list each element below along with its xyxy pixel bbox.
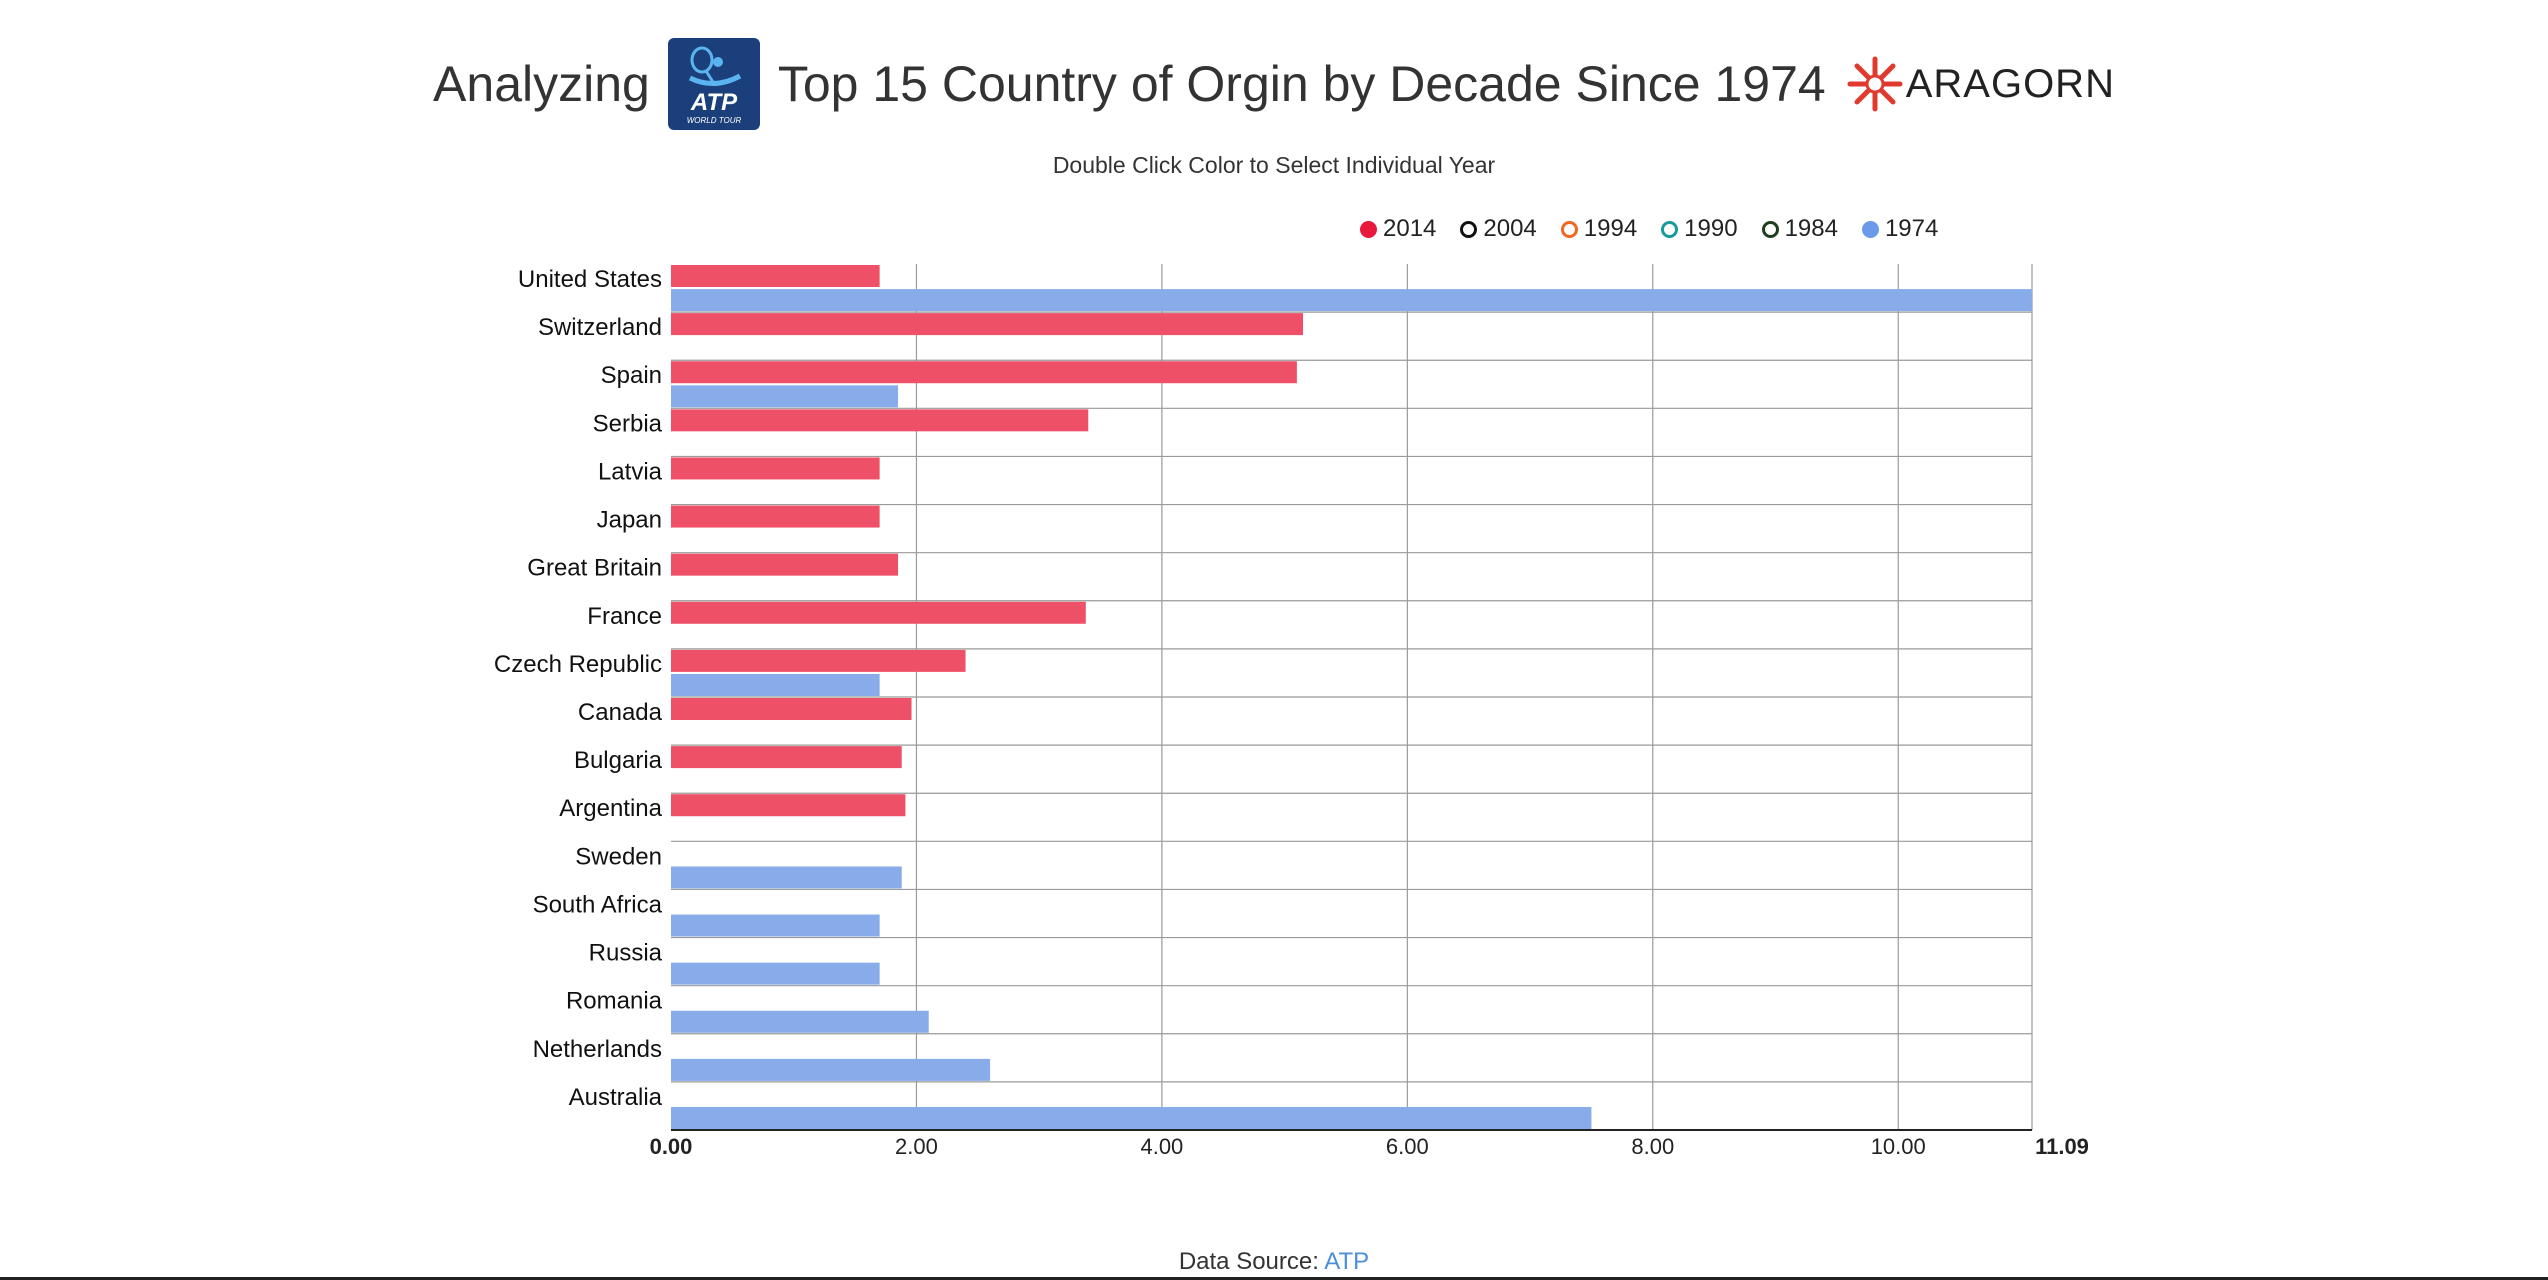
bar-2014[interactable]	[671, 457, 880, 480]
category-label: Serbia	[593, 410, 663, 437]
svg-text:ATP: ATP	[690, 89, 738, 116]
category-label: Japan	[597, 507, 662, 534]
legend-item-2004[interactable]: 2004	[1460, 215, 1537, 243]
legend-label: 2004	[1483, 215, 1537, 242]
bar-1974[interactable]	[671, 914, 880, 937]
category-label: Russia	[589, 940, 663, 967]
legend-swatch-icon	[1460, 220, 1478, 238]
bar-1974[interactable]	[671, 962, 880, 985]
aragorn-emblem-icon	[1847, 56, 1903, 112]
category-label: Argentina	[559, 795, 662, 822]
x-tick-label: 0.00	[650, 1134, 693, 1159]
x-tick-label: 4.00	[1140, 1134, 1183, 1159]
legend-item-1984[interactable]: 1984	[1761, 215, 1838, 243]
footer-label: Data Source:	[1178, 1248, 1319, 1275]
bar-1974[interactable]	[671, 385, 899, 408]
bar-2014[interactable]	[671, 746, 902, 769]
category-label: Australia	[569, 1084, 663, 1111]
legend-label: 2014	[1383, 215, 1437, 242]
category-label: Bulgaria	[574, 747, 663, 774]
bar-2014[interactable]	[671, 361, 1297, 384]
bar-2014[interactable]	[671, 265, 880, 287]
aragorn-logo: ARAGORN	[1846, 55, 2115, 113]
category-label: Latvia	[598, 458, 663, 485]
legend-label: 1990	[1684, 215, 1738, 242]
category-label: Sweden	[575, 843, 662, 870]
category-label: Spain	[601, 362, 662, 389]
page-title-left: Analyzing	[433, 56, 650, 112]
legend-label: 1974	[1884, 215, 1939, 242]
page-title-right: Top 15 Country of Orgin by Decade Since …	[777, 56, 1826, 112]
x-tick-label: 2.00	[895, 1134, 938, 1159]
legend-item-1994[interactable]: 1994	[1560, 215, 1638, 243]
bar-1974[interactable]	[671, 674, 880, 696]
bar-2014[interactable]	[671, 649, 966, 672]
bottom-divider	[0, 1277, 2548, 1280]
legend-swatch-icon	[1661, 220, 1679, 238]
bar-1974[interactable]	[671, 1107, 1592, 1129]
category-label: Romania	[566, 988, 663, 1015]
footer: Data Source: ATP	[0, 1248, 2548, 1276]
bar-1974[interactable]	[671, 866, 902, 889]
bar-2014[interactable]	[671, 698, 912, 720]
legend-swatch-icon	[1861, 220, 1879, 238]
x-tick-label: 6.00	[1386, 1134, 1429, 1159]
category-label: South Africa	[533, 891, 663, 918]
legend-label: 1994	[1583, 215, 1638, 242]
svg-text:WORLD TOUR: WORLD TOUR	[687, 116, 742, 125]
title-row: Analyzing ATP WORLD TOUR Top 15 Country …	[0, 34, 2548, 134]
category-label: France	[587, 603, 662, 630]
category-label: Great Britain	[527, 555, 662, 582]
legend-item-2014[interactable]: 2014	[1360, 215, 1436, 243]
x-tick-label: 11.09	[2035, 1134, 2089, 1159]
bar-2014[interactable]	[671, 553, 899, 576]
legend-label: 1984	[1784, 215, 1838, 242]
category-label: Switzerland	[538, 314, 662, 341]
category-label: United States	[518, 266, 662, 293]
bar-2014[interactable]	[671, 409, 1089, 432]
bar-2014[interactable]	[671, 601, 1086, 624]
footer-source-link[interactable]: ATP	[1324, 1248, 1370, 1275]
bar-1974[interactable]	[671, 289, 2032, 312]
legend-item-1990[interactable]: 1990	[1661, 215, 1738, 243]
bar-1974[interactable]	[671, 1058, 991, 1081]
category-label: Czech Republic	[494, 651, 662, 678]
legend-swatch-icon	[1761, 220, 1779, 238]
bar-2014[interactable]	[671, 313, 1304, 336]
x-tick-label: 10.00	[1871, 1134, 1926, 1159]
aragorn-wordmark: ARAGORN	[1905, 61, 2115, 106]
chart-legend: 2014 2004 1994 1990 1984 1974	[1360, 214, 1962, 244]
chart-subtitle: Double Click Color to Select Individual …	[1052, 152, 1496, 178]
legend-swatch-icon	[1360, 220, 1377, 238]
atp-logo: ATP WORLD TOUR	[667, 38, 760, 130]
category-label: Canada	[578, 699, 663, 726]
legend-swatch-icon	[1560, 220, 1578, 238]
legend-item-1974[interactable]: 1974	[1861, 215, 1939, 243]
bar-2014[interactable]	[671, 794, 906, 817]
bar-1974[interactable]	[671, 1010, 929, 1033]
bar-chart: United States Switzerland Spain Serbia Latvi…	[494, 264, 2089, 1159]
category-label: Netherlands	[533, 1036, 662, 1063]
bar-2014[interactable]	[671, 505, 880, 528]
x-tick-label: 8.00	[1631, 1134, 1674, 1159]
